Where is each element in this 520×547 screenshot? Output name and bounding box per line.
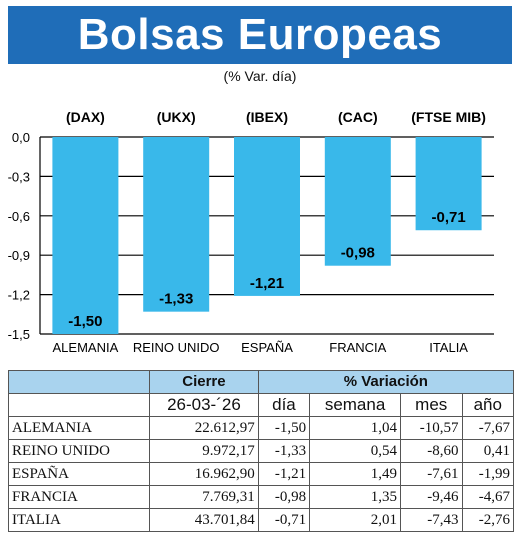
- category-label: ITALIA: [429, 340, 468, 355]
- country-cell: ITALIA: [7, 508, 151, 532]
- mes-cell: -9,46: [399, 485, 463, 509]
- y-tick-label: -0,3: [8, 169, 30, 184]
- cierre-cell: 7.769,31: [149, 485, 259, 509]
- table-row: ALEMANIA 22.612,97 -1,50 1,04 -10,57 -7,…: [7, 416, 514, 440]
- subheader-dia: día: [257, 393, 311, 417]
- country-cell: ALEMANIA: [7, 416, 151, 440]
- cierre-cell: 16.962,90: [149, 462, 259, 486]
- y-tick-label: -1,2: [8, 288, 30, 303]
- semana-cell: 0,54: [309, 439, 401, 463]
- subheader-mes: mes: [399, 393, 463, 417]
- dia-cell: -1,50: [257, 416, 311, 440]
- mes-cell: -7,43: [399, 508, 463, 532]
- ano-cell: -7,67: [461, 416, 514, 440]
- bar: [234, 137, 300, 296]
- cierre-cell: 43.701,84: [149, 508, 259, 532]
- table-row: ITALIA 43.701,84 -0,71 2,01 -7,43 -2,76: [7, 508, 514, 532]
- data-label: -1,50: [68, 313, 102, 330]
- header-blank: [7, 370, 151, 394]
- header-cierre: Cierre: [149, 370, 259, 394]
- category-label: FRANCIA: [329, 340, 386, 355]
- category-label: ALEMANIA: [53, 340, 119, 355]
- country-cell: FRANCIA: [7, 485, 151, 509]
- chart-subtitle: (% Var. día): [223, 68, 297, 84]
- ano-cell: -4,67: [461, 485, 514, 509]
- semana-cell: 1,04: [309, 416, 401, 440]
- table-row: REINO UNIDO 9.972,17 -1,33 0,54 -8,60 0,…: [7, 439, 514, 463]
- data-label: -1,33: [159, 291, 193, 308]
- index-label: (CAC): [338, 109, 378, 125]
- ano-cell: -2,76: [461, 508, 514, 532]
- mes-cell: -10,57: [399, 416, 463, 440]
- dia-cell: -1,21: [257, 462, 311, 486]
- bar: [143, 137, 210, 312]
- semana-cell: 2,01: [309, 508, 401, 532]
- y-tick-label: -1,5: [8, 327, 30, 342]
- subheader-date: 26-03-´26: [149, 393, 259, 417]
- data-label: -0,98: [341, 245, 375, 262]
- header-variacion: % Variación: [257, 370, 515, 394]
- semana-cell: 1,35: [309, 485, 401, 509]
- cierre-cell: 22.612,97: [149, 416, 259, 440]
- index-label: (IBEX): [246, 109, 288, 125]
- index-label: (DAX): [66, 109, 105, 125]
- mes-cell: -7,61: [399, 462, 463, 486]
- bar: [52, 137, 119, 334]
- cierre-cell: 9.972,17: [149, 439, 259, 463]
- ano-cell: -1,99: [461, 462, 514, 486]
- data-label: -0,71: [431, 209, 465, 226]
- table-row: FRANCIA 7.769,31 -0,98 1,35 -9,46 -4,67: [7, 485, 514, 509]
- index-label: (FTSE MIB): [411, 109, 486, 125]
- y-tick-label: -0,9: [8, 248, 30, 263]
- title-banner: Bolsas Europeas: [8, 6, 512, 64]
- subheader-blank: [7, 393, 151, 417]
- data-label: -1,21: [250, 275, 284, 292]
- y-tick-label: 0,0: [12, 130, 30, 145]
- dia-cell: -0,71: [257, 508, 311, 532]
- index-label: (UKX): [157, 109, 196, 125]
- ano-cell: 0,41: [461, 439, 514, 463]
- subheader-ano: año: [461, 393, 514, 417]
- bar: [324, 137, 391, 266]
- country-cell: ESPAÑA: [7, 462, 151, 486]
- category-label: REINO UNIDO: [133, 340, 220, 355]
- mes-cell: -8,60: [399, 439, 463, 463]
- dia-cell: -0,98: [257, 485, 311, 509]
- data-table: Cierre % Variación 26-03-´26 día semana …: [7, 370, 515, 532]
- table-row: ESPAÑA 16.962,90 -1,21 1,49 -7,61 -1,99: [7, 462, 514, 486]
- y-tick-label: -0,6: [8, 209, 30, 224]
- bar-chart: 0,0 -0,3 -0,6 -0,9 -1,2 -1,5 (DAX) -1,50 ALEMANI…: [8, 109, 494, 355]
- category-label: ESPAÑA: [241, 340, 293, 355]
- country-cell: REINO UNIDO: [7, 439, 151, 463]
- subheader-semana: semana: [309, 393, 401, 417]
- bar: [415, 137, 482, 231]
- dia-cell: -1,33: [257, 439, 311, 463]
- page-title: Bolsas Europeas: [77, 10, 443, 59]
- semana-cell: 1,49: [309, 462, 401, 486]
